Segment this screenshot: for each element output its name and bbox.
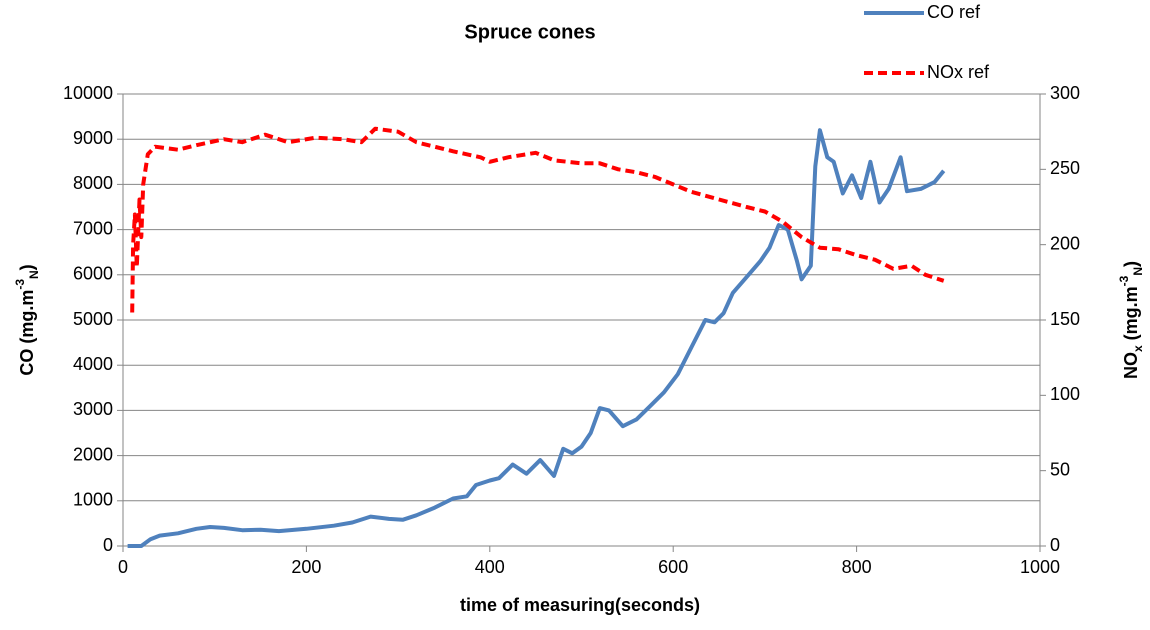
y2-axis-label-part: ) <box>1121 261 1141 267</box>
y-axis-label-part: CO (mg.m <box>17 290 37 376</box>
data-line <box>130 126 945 313</box>
y2-axis-label-part: N <box>1131 267 1145 276</box>
y-tick-label: 10000 <box>63 83 113 103</box>
y-tick-label: 3000 <box>73 399 113 419</box>
y2-tick-label: 150 <box>1050 309 1080 329</box>
x-tick-label: 400 <box>475 557 505 577</box>
x-tick-label: 1000 <box>1020 557 1060 577</box>
y-tick-label: 6000 <box>73 264 113 284</box>
y-tick-label: 1000 <box>73 490 113 510</box>
y2-tick-label: 250 <box>1050 158 1080 178</box>
y2-axis-label-part: -3 <box>1117 275 1131 286</box>
y2-axis-label-part: NO <box>1121 352 1141 379</box>
x-tick-label: 0 <box>118 557 128 577</box>
y-axis-label-part: N <box>27 270 41 279</box>
y-tick-label: 9000 <box>73 128 113 148</box>
y2-axis-label: NOx (mg.m-3N) <box>1117 261 1145 379</box>
y-tick-label: 7000 <box>73 218 113 238</box>
y-tick-label: 0 <box>103 535 113 555</box>
legend-label: NOx ref <box>927 62 990 82</box>
data-line <box>127 128 946 548</box>
y-tick-label: 2000 <box>73 444 113 464</box>
y-tick-label: 5000 <box>73 309 113 329</box>
y-axis-label-part: -3 <box>13 279 27 290</box>
y-tick-label: 4000 <box>73 354 113 374</box>
x-tick-label: 800 <box>842 557 872 577</box>
y-axis-label-part: ) <box>17 264 37 270</box>
y2-axis-label-part: (mg.m <box>1121 286 1141 345</box>
y2-tick-label: 0 <box>1050 535 1060 555</box>
x-tick-label: 600 <box>658 557 688 577</box>
legend-label: CO ref <box>927 2 981 22</box>
y2-tick-label: 50 <box>1050 459 1070 479</box>
y-tick-label: 8000 <box>73 173 113 193</box>
y2-axis-label-part: x <box>1131 345 1145 352</box>
x-axis-label: time of measuring(seconds) <box>460 595 700 615</box>
y2-tick-label: 100 <box>1050 384 1080 404</box>
y2-tick-label: 200 <box>1050 233 1080 253</box>
y-axis-label: CO (mg.m-3N) <box>13 264 41 375</box>
chart-title: Spruce cones <box>464 21 595 43</box>
y2-tick-label: 300 <box>1050 83 1080 103</box>
x-tick-label: 200 <box>291 557 321 577</box>
